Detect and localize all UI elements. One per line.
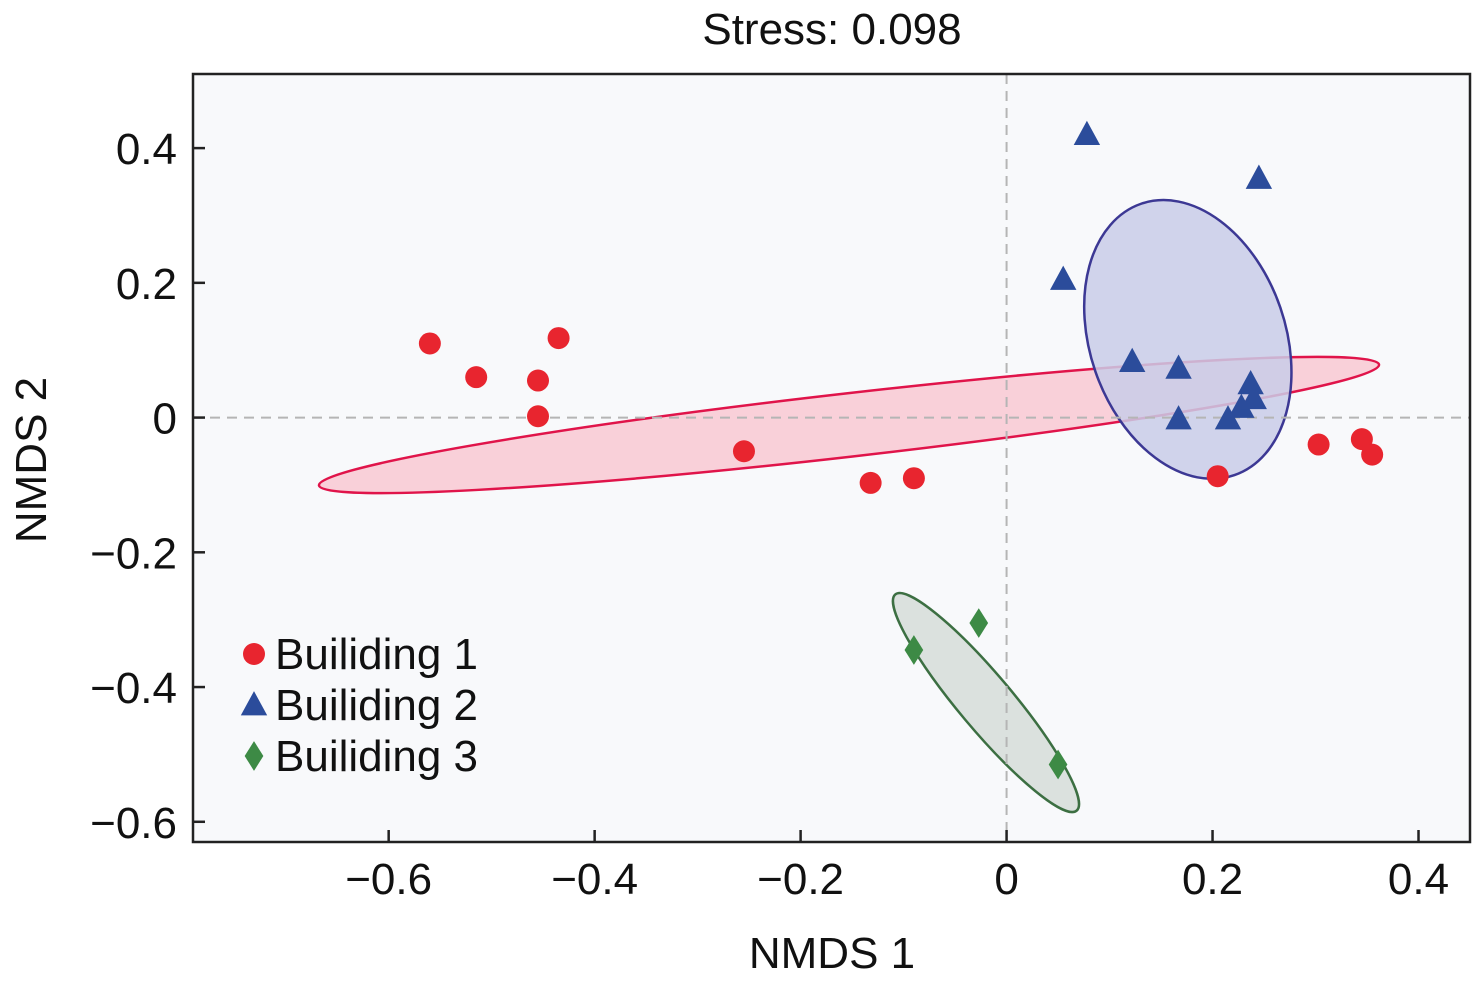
y-tick-label: 0.4 <box>116 125 177 174</box>
x-tick-label: −0.2 <box>757 855 844 904</box>
point-series-1-9 <box>1206 465 1229 488</box>
data-points <box>418 120 1384 780</box>
point-series-2-6 <box>1237 370 1264 395</box>
legend-marker-1 <box>243 643 265 665</box>
x-tick-label: −0.4 <box>551 855 638 904</box>
point-series-3-1 <box>969 608 989 638</box>
point-series-2-3 <box>1050 265 1077 290</box>
confidence-ellipses <box>317 198 1381 814</box>
x-axis-title: NMDS 1 <box>749 929 915 978</box>
legend-marker-3 <box>244 741 264 771</box>
chart-title: Stress: 0.098 <box>702 5 961 54</box>
point-series-1-6 <box>732 440 755 463</box>
point-series-3-2 <box>904 635 924 665</box>
legend-label-2: Builiding 2 <box>275 681 478 730</box>
point-series-1-4 <box>547 327 570 350</box>
point-series-2-10 <box>1240 384 1267 410</box>
plot-frame <box>191 72 1472 844</box>
y-tick-label: 0 <box>153 395 177 444</box>
point-series-1-1 <box>418 332 441 355</box>
point-series-1-8 <box>902 467 925 490</box>
point-series-1-11 <box>1350 428 1373 451</box>
axes <box>191 72 1472 844</box>
point-series-1-12 <box>1361 443 1384 466</box>
legend-label-1: Builiding 1 <box>275 630 478 679</box>
point-series-1-10 <box>1307 433 1330 456</box>
ellipse-series-3 <box>891 591 1081 814</box>
y-tick-label: −0.4 <box>90 664 177 713</box>
point-series-2-9 <box>1228 393 1255 418</box>
x-tick-label: −0.6 <box>345 855 432 904</box>
point-series-1-2 <box>465 366 488 389</box>
tick-marks: −0.6 −0.4 −0.2 0 0.2 0.4 0.4 0.2 0 −0.2 −0.4 −0.6 <box>90 125 1449 904</box>
y-tick-label: −0.6 <box>90 799 177 848</box>
x-tick-label: 0.2 <box>1182 855 1243 904</box>
point-series-2-5 <box>1165 354 1192 379</box>
y-axis-title: NMDS 2 <box>7 377 56 543</box>
point-series-2-1 <box>1073 120 1101 146</box>
y-tick-label: 0.2 <box>116 260 177 309</box>
point-series-3-3 <box>1048 749 1068 780</box>
y-tick-label: −0.2 <box>90 529 177 578</box>
x-tick-label: 0.4 <box>1388 855 1449 904</box>
x-tick-label: 0 <box>994 855 1018 904</box>
point-series-2-7 <box>1165 405 1192 430</box>
legend-marker-2 <box>240 691 268 716</box>
point-series-1-5 <box>526 405 549 428</box>
point-series-2-2 <box>1245 164 1273 189</box>
point-series-2-8 <box>1214 405 1242 430</box>
point-series-1-3 <box>526 369 549 392</box>
legend-label-3: Builiding 3 <box>275 732 478 781</box>
point-series-1-7 <box>859 471 882 494</box>
point-series-2-4 <box>1119 347 1146 373</box>
reference-lines <box>193 74 1470 842</box>
